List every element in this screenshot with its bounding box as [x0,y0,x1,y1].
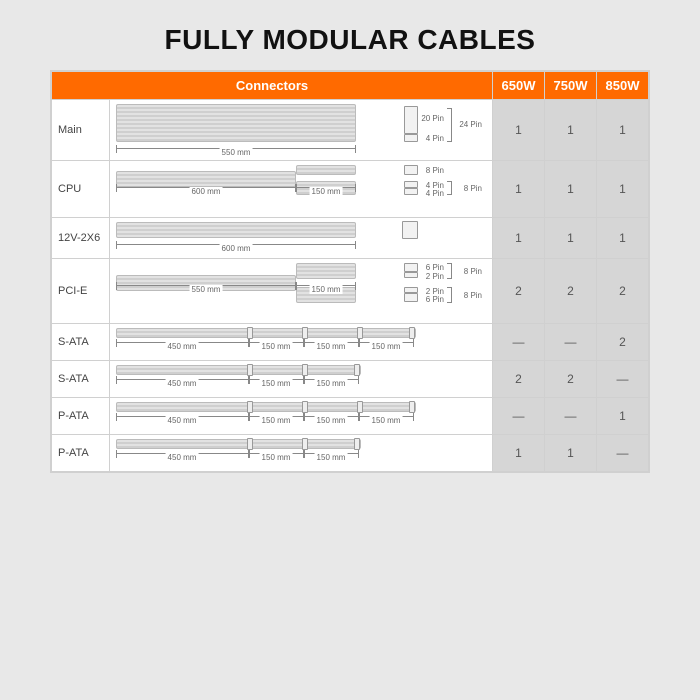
cable-diagram-main: 20 Pin 4 Pin 24 Pin 550 mm [110,100,493,161]
qty-cell: 1 [597,218,649,259]
cable-diagram-pata3: 450 mm 150 mm 150 mm [110,435,493,472]
cable-diagram-pata4: 450 mm 150 mm 150 mm 150 mm [110,398,493,435]
table-row: Main 20 Pin 4 Pin 24 Pin 550 mm 1 1 1 [52,100,649,161]
qty-cell: 1 [493,100,545,161]
qty-cell: 2 [597,324,649,361]
qty-cell: 2 [545,259,597,324]
qty-cell: 1 [597,100,649,161]
qty-cell: 2 [545,361,597,398]
table-row: S-ATA 450 mm 150 mm 150 mm 2 2 — [52,361,649,398]
row-label: S-ATA [52,324,110,361]
qty-cell: 1 [493,435,545,472]
qty-cell: 1 [597,161,649,218]
qty-cell: 1 [545,218,597,259]
qty-cell: 2 [493,259,545,324]
qty-cell: 2 [493,361,545,398]
cable-diagram-cpu: 8 Pin 4 Pin 4 Pin 8 Pin 600 mm 150 mm [110,161,493,218]
header-connectors: Connectors [52,72,493,100]
row-label: Main [52,100,110,161]
qty-cell: 1 [493,161,545,218]
cable-table-card: Connectors 650W 750W 850W Main 20 Pin 4 … [50,70,650,473]
qty-cell: — [545,324,597,361]
table-row: CPU 8 Pin 4 Pin 4 Pin 8 Pin 600 mm 150 m… [52,161,649,218]
header-750w: 750W [545,72,597,100]
table-row: P-ATA 450 mm 150 mm 150 mm 1 1 — [52,435,649,472]
table-row: 12V-2X6 600 mm 1 1 1 [52,218,649,259]
qty-cell: 1 [545,161,597,218]
page-title: FULLY MODULAR CABLES [165,24,536,56]
header-850w: 850W [597,72,649,100]
qty-cell: 1 [545,435,597,472]
table-row: S-ATA 450 mm 150 mm 150 mm 150 mm [52,324,649,361]
table-row: PCI-E 6 Pin 2 Pin 2 Pin 6 Pin 8 Pin 8 Pi… [52,259,649,324]
qty-cell: — [597,361,649,398]
qty-cell: — [493,398,545,435]
qty-cell: — [493,324,545,361]
table-row: P-ATA 450 mm 150 mm 150 mm 150 mm [52,398,649,435]
cable-diagram-sata3: 450 mm 150 mm 150 mm [110,361,493,398]
row-label: P-ATA [52,435,110,472]
qty-cell: 1 [493,218,545,259]
qty-cell: — [597,435,649,472]
row-label: 12V-2X6 [52,218,110,259]
row-label: P-ATA [52,398,110,435]
row-label: S-ATA [52,361,110,398]
qty-cell: 1 [597,398,649,435]
row-label: CPU [52,161,110,218]
qty-cell: 2 [597,259,649,324]
cable-diagram-12v: 600 mm [110,218,493,259]
cable-table: Connectors 650W 750W 850W Main 20 Pin 4 … [51,71,649,472]
header-650w: 650W [493,72,545,100]
row-label: PCI-E [52,259,110,324]
cable-diagram-pcie: 6 Pin 2 Pin 2 Pin 6 Pin 8 Pin 8 Pin 550 … [110,259,493,324]
cable-diagram-sata4: 450 mm 150 mm 150 mm 150 mm [110,324,493,361]
qty-cell: 1 [545,100,597,161]
qty-cell: — [545,398,597,435]
